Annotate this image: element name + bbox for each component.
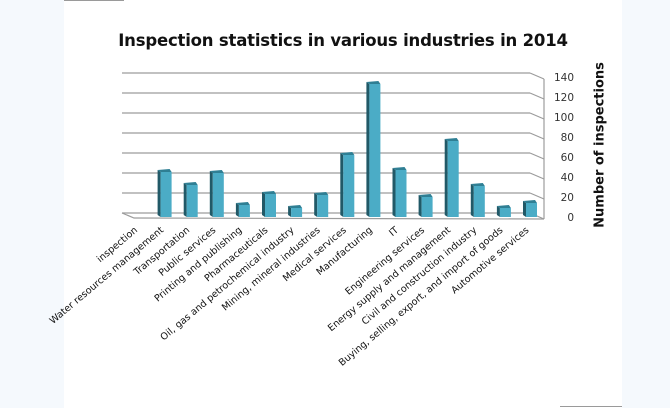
bar-front [238,205,250,217]
bar-front [291,208,303,217]
bar [340,152,355,217]
bar [314,192,329,217]
x-tick-label: Civil and construction industry [360,225,480,328]
floor-edge [121,212,545,220]
bar-side [470,184,474,217]
bar-side [444,139,448,217]
bar [496,205,511,217]
bar-front [265,194,276,217]
y-tick-labels: 0 20 40 60 80 100 120 140 [554,72,574,224]
bar-top [288,205,303,208]
y-axis-label: Number of inspections [593,62,608,228]
bar-front [421,197,433,217]
bar-side [157,170,161,217]
bar [366,81,381,217]
bar-side [262,192,265,217]
bar-top [314,192,329,195]
bar-front [473,186,485,217]
bar-top [523,200,537,203]
bar-front [317,195,329,217]
bar-side [288,206,292,217]
y-tick-label: 60 [561,152,574,164]
gridline-depth [529,172,545,180]
slide-top-border [64,0,124,1]
bar-front [447,141,459,217]
bar-side [340,153,344,217]
y-tick-label: 40 [561,172,574,184]
bar [183,182,198,217]
y-tick-label: 120 [554,92,574,104]
bar-front [369,84,381,217]
bars [157,81,537,217]
bar-top [157,169,172,172]
slide-bottom-border [560,406,622,407]
bar-top [392,167,407,170]
bar [444,138,459,217]
bar-front [212,173,224,217]
bar-front [186,185,198,217]
gridline-depth [529,132,545,140]
bar-front [526,203,537,217]
bar [418,194,433,217]
bar-top [209,170,224,173]
bar-top [235,202,250,205]
bar-top [262,191,276,194]
bar-top [496,205,511,208]
bar-front [395,170,407,217]
bar-front [160,172,172,217]
bar-side [209,171,213,217]
bar [392,167,407,217]
gridline-depth [529,192,545,200]
gridline-depth [529,92,545,100]
bar [470,183,485,217]
bar-front [499,208,511,217]
bar-side [523,201,526,217]
bar-top [183,182,198,185]
bar [288,205,303,217]
gridline-depth [529,152,545,160]
bar [523,200,537,217]
bar-side [496,206,500,217]
bar-front [343,155,355,217]
bar-side [418,195,422,217]
y-tick-label: 80 [561,132,574,144]
bar-top [418,194,433,197]
bar-side [314,193,318,217]
bar-top [340,152,355,155]
bar-top [470,183,485,186]
bar [157,169,172,217]
bar-side [366,82,370,217]
chart-title: Inspection statistics in various industr… [118,31,568,50]
y-tick-label: 20 [561,192,574,204]
bar-side [235,203,239,217]
y-tick-label: 140 [554,72,574,84]
bar-side [392,168,396,217]
bar [262,191,276,217]
bar-top [444,138,459,141]
bar [235,202,250,217]
y-tick-label: 100 [554,112,574,124]
y-tick-label: 0 [567,212,574,224]
gridline-depth [529,72,545,80]
x-tick-label: IT [387,225,401,239]
bar-side [183,183,187,217]
bar-top [366,81,381,84]
bar [209,170,224,217]
x-tick-label: Water resources management [48,225,166,327]
gridline-depth [529,112,545,120]
